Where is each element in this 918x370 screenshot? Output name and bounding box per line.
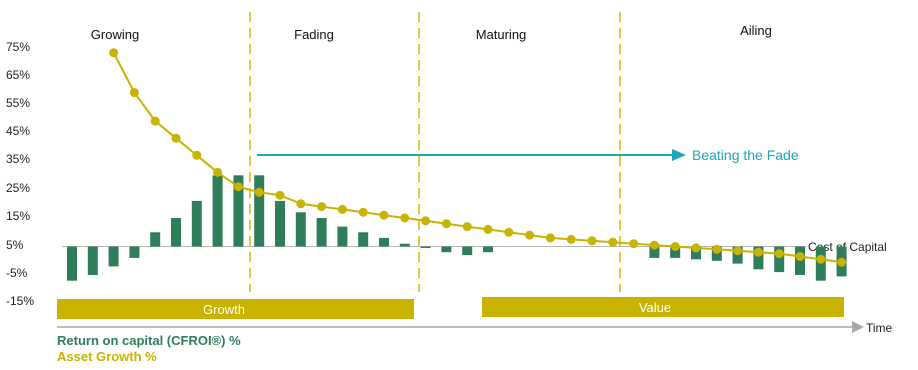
asset-growth-point bbox=[774, 249, 784, 259]
value-band-label: Value bbox=[639, 300, 671, 315]
asset-growth-point bbox=[753, 247, 763, 257]
asset-growth-point bbox=[150, 116, 160, 126]
asset-growth-point bbox=[379, 210, 389, 220]
asset-growth-point bbox=[566, 234, 576, 244]
growth-band bbox=[57, 299, 414, 319]
time-axis-arrowhead bbox=[852, 321, 864, 333]
cfroi-bar bbox=[171, 218, 181, 247]
value-band bbox=[482, 297, 844, 317]
y-tick-label: -5% bbox=[6, 266, 28, 280]
y-tick-label: 25% bbox=[6, 181, 30, 195]
legend-cfroi: Return on capital (CFROI®) % bbox=[57, 333, 241, 348]
y-tick-label: 75% bbox=[6, 40, 30, 54]
asset-growth-point bbox=[504, 227, 514, 237]
cfroi-bar bbox=[129, 246, 140, 258]
asset-growth-point bbox=[275, 190, 285, 200]
cfroi-bar bbox=[108, 246, 119, 267]
y-tick-label: 65% bbox=[6, 68, 30, 82]
cfroi-bar bbox=[275, 200, 285, 247]
asset-growth-point bbox=[421, 216, 431, 226]
cfroi-bar bbox=[212, 175, 223, 247]
asset-growth-point bbox=[296, 199, 306, 209]
y-tick-label: 55% bbox=[6, 96, 30, 110]
asset-growth-point bbox=[608, 237, 618, 247]
y-tick-label: 5% bbox=[6, 238, 24, 252]
cfroi-bar bbox=[462, 246, 473, 256]
y-tick-label: 35% bbox=[6, 152, 30, 166]
growth-band-label: Growth bbox=[203, 302, 245, 317]
asset-growth-point bbox=[317, 202, 327, 212]
asset-growth-point bbox=[795, 252, 805, 261]
stage-label-fading: Fading bbox=[294, 27, 334, 42]
cfroi-bar bbox=[150, 232, 161, 247]
asset-growth-point bbox=[483, 224, 493, 234]
cfroi-bar bbox=[691, 246, 701, 260]
cfroi-bar bbox=[399, 243, 410, 247]
cfroi-bar bbox=[649, 246, 660, 258]
cfroi-bar bbox=[358, 232, 369, 247]
cfroi-bar bbox=[483, 246, 493, 253]
asset-growth-point bbox=[545, 233, 555, 243]
legend-asset-growth: Asset Growth % bbox=[57, 349, 157, 364]
asset-growth-point bbox=[337, 204, 347, 214]
y-tick-label: 45% bbox=[6, 124, 30, 138]
beating-fade-arrowhead bbox=[672, 149, 686, 161]
cfroi-bar bbox=[753, 246, 764, 270]
cfroi-bar bbox=[233, 175, 244, 247]
cfroi-bar bbox=[67, 246, 77, 281]
asset-growth-point bbox=[358, 207, 368, 217]
asset-growth-point bbox=[400, 213, 410, 223]
asset-growth-point bbox=[712, 244, 722, 254]
cfroi-bar bbox=[191, 200, 202, 247]
stage-label-growing: Growing bbox=[91, 27, 139, 42]
cost-of-capital-label: Cost of Capital bbox=[808, 240, 887, 254]
cfroi-bar bbox=[87, 246, 98, 275]
asset-growth-point bbox=[233, 182, 243, 192]
stage-dividers bbox=[249, 12, 621, 292]
asset-growth-point bbox=[733, 246, 743, 256]
beating-fade-label: Beating the Fade bbox=[692, 147, 799, 163]
cfroi-bar bbox=[420, 246, 431, 248]
asset-growth-point bbox=[171, 133, 181, 143]
asset-growth-point bbox=[837, 257, 847, 267]
asset-growth-point bbox=[629, 239, 639, 249]
cfroi-bar bbox=[379, 237, 389, 247]
cfroi-bar bbox=[254, 175, 265, 247]
stage-label-ailing: Ailing bbox=[740, 23, 772, 38]
asset-growth-point bbox=[129, 88, 139, 98]
time-axis-label: Time bbox=[866, 321, 893, 335]
asset-growth-point bbox=[192, 150, 202, 160]
cfroi-bar bbox=[670, 246, 681, 258]
y-tick-label: -15% bbox=[6, 294, 34, 308]
cfroi-bars bbox=[67, 175, 847, 281]
asset-growth-point bbox=[254, 187, 264, 197]
asset-growth-point bbox=[587, 236, 597, 246]
y-tick-label: 15% bbox=[6, 209, 30, 223]
stage-label-maturing: Maturing bbox=[476, 27, 527, 42]
asset-growth-point bbox=[462, 222, 472, 232]
asset-growth-point bbox=[670, 242, 680, 251]
asset-growth-point bbox=[525, 230, 535, 240]
asset-growth-point bbox=[649, 240, 659, 250]
cfroi-bar bbox=[295, 212, 306, 247]
asset-growth-point bbox=[109, 48, 119, 58]
asset-growth-point bbox=[213, 167, 223, 177]
asset-growth-point bbox=[816, 254, 826, 264]
asset-growth-points bbox=[109, 48, 847, 267]
cfroi-bar bbox=[774, 246, 785, 273]
cfroi-bar bbox=[316, 218, 327, 247]
cfroi-bar bbox=[337, 226, 348, 247]
asset-growth-point bbox=[441, 219, 451, 229]
cfroi-bar bbox=[441, 246, 452, 253]
asset-growth-point bbox=[691, 243, 701, 253]
